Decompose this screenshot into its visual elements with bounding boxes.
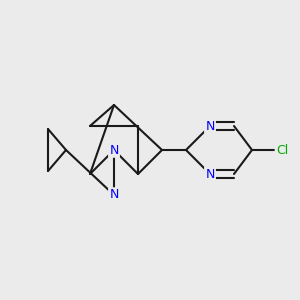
Text: N: N <box>109 143 119 157</box>
Text: N: N <box>205 119 215 133</box>
Text: N: N <box>205 167 215 181</box>
Text: Cl: Cl <box>276 143 288 157</box>
Text: N: N <box>109 188 119 202</box>
